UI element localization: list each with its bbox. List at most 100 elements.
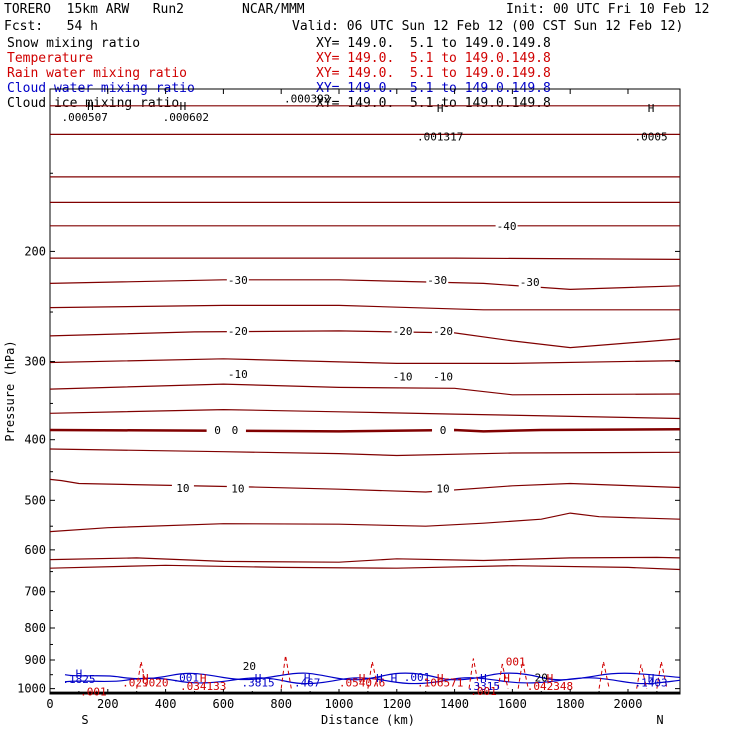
legend-cloudice-label: Cloud ice mixing ratio: [7, 96, 180, 111]
maximum-label: .0005: [635, 130, 668, 143]
maximum-label: .001: [404, 671, 431, 684]
isotherm-label: -10: [228, 368, 248, 381]
y-tick-label: 700: [24, 585, 46, 599]
maximum-label: H: [547, 672, 554, 685]
plot-frame: [49, 88, 681, 695]
x-tick-label: 0: [46, 697, 53, 711]
rain-water-contour: [636, 664, 648, 689]
isotherm-label-bg: [171, 481, 194, 495]
x-tick-label: 1800: [556, 697, 585, 711]
maximum-label: H: [503, 672, 510, 685]
maximum-label: .000507: [61, 111, 107, 124]
maximum-label: H: [648, 102, 655, 115]
y-tick-label: 500: [24, 493, 46, 507]
y-tick-label: 600: [24, 543, 46, 557]
x-tick-label: 1200: [382, 697, 411, 711]
y-tick-label: 300: [24, 355, 46, 369]
isotherm-25: [49, 564, 681, 571]
maximum-label: .001: [80, 685, 107, 698]
maximum-label: H: [480, 672, 487, 685]
legend-rain-xy: XY= 149.0. 5.1 to 149.0.149.8: [316, 66, 551, 81]
header-valid: Valid: 06 UTC Sun 12 Feb 12 (00 CST Sun …: [292, 19, 684, 34]
maximum-label: H: [142, 672, 149, 685]
rain-water-contour: [136, 661, 148, 689]
legend-rain-label: Rain water mixing ratio: [7, 66, 188, 81]
x-tick-label: 800: [270, 697, 292, 711]
maximum-label: .001: [173, 672, 200, 685]
isotherm-label-bg: [391, 323, 414, 337]
isotherm-label: 20: [243, 660, 256, 673]
maximum-label: .467: [294, 677, 321, 690]
x-tick-label: 600: [213, 697, 235, 711]
y-axis-title: Pressure (hPa): [3, 340, 17, 441]
maximum-label: .1825: [62, 673, 95, 686]
isotherm-label-bg: [206, 423, 229, 437]
maximum-label: .029020: [122, 677, 168, 690]
rain-water-contour: [517, 661, 529, 689]
maximum-label: .054076: [339, 677, 385, 690]
rain-water-contour: [497, 664, 509, 689]
maximum-label: .1403: [635, 677, 668, 690]
isotherm-label-bg: [226, 366, 249, 380]
x-axis-end-north: N: [656, 713, 663, 727]
maximum-label: .001317: [417, 130, 463, 143]
isotherm-label: -20: [228, 325, 248, 338]
maximum-label: .042348: [527, 680, 573, 693]
x-tick-label: 2000: [614, 697, 643, 711]
isotherm-label: 0: [440, 424, 447, 437]
header-model: TORERO 15km ARW Run2: [4, 2, 185, 17]
maximum-label: H: [87, 100, 94, 113]
isotherm-label: -30: [228, 274, 248, 287]
isotherm-5: [49, 448, 681, 457]
y-tick-label: 1000: [17, 682, 46, 696]
y-tick-label: 900: [24, 653, 46, 667]
isotherm-label-bg: [226, 481, 249, 495]
x-tick-label: 1000: [325, 697, 354, 711]
maximum-label: H: [648, 672, 655, 685]
maximum-label: H: [255, 672, 262, 685]
header-org: NCAR/MMM: [242, 2, 305, 17]
isotherm-label: 0: [232, 424, 239, 437]
legend-temperature-xy: XY= 149.0. 5.1 to 149.0.149.8: [316, 51, 551, 66]
legend-cloudice-xy: XY= 149.0. 5.1 to 149.0.149.8: [316, 96, 551, 111]
maximum-label: H: [359, 672, 366, 685]
maximum-label: .000392: [284, 93, 330, 106]
isotherm-0: [49, 428, 681, 433]
isotherm-20: [49, 556, 681, 563]
isotherm-10: [49, 478, 681, 493]
isotherm--35: [50, 257, 681, 260]
rain-water-contour: [656, 661, 668, 689]
isotherm-label: 0: [214, 424, 221, 437]
isotherm-label: -40: [497, 220, 517, 233]
isotherm-label-bg: [495, 218, 518, 232]
maximum-label: H: [200, 672, 207, 685]
isotherm--30: [49, 279, 681, 291]
isotherm-label-bg: [432, 369, 455, 383]
isotherm-label: -30: [520, 276, 540, 289]
y-tick-label: 200: [24, 244, 46, 258]
isotherm-label-bg: [226, 323, 249, 337]
x-tick-label: 400: [155, 697, 177, 711]
isotherm-label: 10: [436, 483, 449, 496]
y-tick-label: 400: [24, 433, 46, 447]
maximum-label: .106571: [417, 677, 463, 690]
isotherm-label-bg: [518, 275, 541, 289]
rain-water-contour: [280, 655, 292, 689]
isotherm--5: [49, 408, 681, 420]
maximum-label: H: [76, 667, 83, 680]
x-tick-label: 1600: [498, 697, 527, 711]
x-tick-label: 200: [97, 697, 119, 711]
isotherm-15: [49, 512, 681, 533]
isotherm-label: -10: [433, 371, 453, 384]
isotherm-label: -20: [433, 325, 453, 338]
maximum-label: H: [391, 672, 398, 685]
legend-temperature-label: Temperature: [7, 51, 94, 66]
isotherm-label-bg: [223, 423, 246, 437]
maximum-label: H: [437, 672, 444, 685]
header-init: Init: 00 UTC Fri 10 Feb 12: [506, 2, 710, 17]
rain-water-contour: [468, 658, 480, 689]
maximum-label: H: [376, 672, 383, 685]
rain-water-contour: [367, 661, 379, 689]
isotherm-label-bg: [391, 369, 414, 383]
